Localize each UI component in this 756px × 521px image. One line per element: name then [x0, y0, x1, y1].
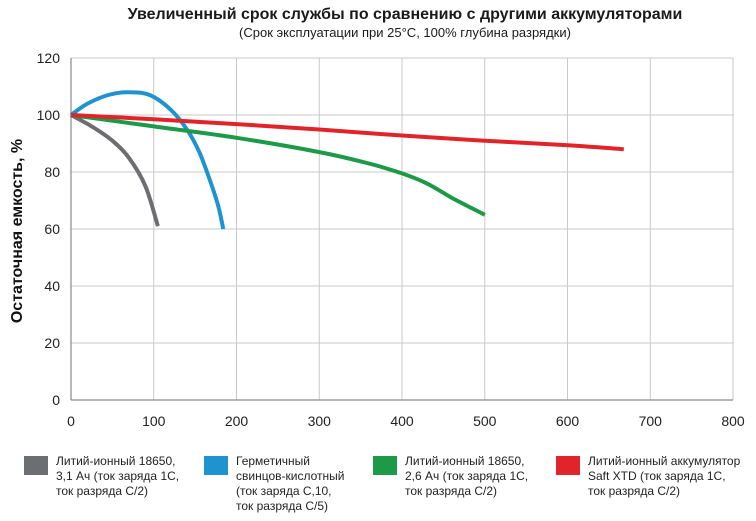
chart-area: 0 100 200 300 400 500 600 700 800 0 20 40 60 80 100 120…: [9, 50, 745, 429]
x-tick-label: 100: [142, 413, 166, 429]
y-tick-label: 100: [37, 107, 61, 123]
x-tick-label: 300: [308, 413, 332, 429]
legend-swatch: [373, 456, 397, 475]
x-tick-label: 0: [67, 413, 75, 429]
legend-item-4: Литий-ионный аккумулятор Saft XTD (ток з…: [556, 454, 740, 499]
x-tick-label: 600: [556, 413, 580, 429]
legend-item-1: Литий-ионный 18650, 3,1 Ач (ток заряда 1…: [24, 454, 179, 499]
chart-subtitle: (Срок эксплуатации при 25°C, 100% глубин…: [239, 25, 571, 40]
chart-title: Увеличенный срок службы по сравнению с д…: [127, 6, 683, 23]
legend-item-2: Герметичный свинцов-кислотный (ток заряд…: [204, 454, 344, 514]
series-line-1: [70, 113, 160, 227]
grid: [71, 57, 734, 400]
series-lines: [69, 90, 624, 230]
tick-labels: 0 100 200 300 400 500 600 700 800 0 20 40 60 80 100 120: [37, 50, 745, 429]
y-tick-label: 40: [44, 278, 60, 294]
legend-label: Литий-ионный 18650, 3,1 Ач (ток заряда 1…: [56, 454, 180, 498]
y-axis-label: Остаточная емкость, %: [9, 139, 26, 323]
legend-label: Литий-ионный аккумулятор Saft XTD (ток з…: [588, 454, 741, 498]
y-tick-label: 20: [44, 335, 60, 351]
y-tick-label: 0: [52, 392, 60, 408]
y-tick-label: 60: [44, 221, 60, 237]
x-tick-label: 200: [225, 413, 249, 429]
legend-label: Литий-ионный 18650, 2,6 Ач (ток заряда 1…: [405, 454, 529, 498]
legend-swatch: [24, 456, 48, 475]
series-line-2: [69, 90, 226, 230]
series-line-3: [70, 113, 486, 217]
legend-swatch: [556, 456, 580, 475]
x-tick-label: 400: [390, 413, 414, 429]
legend-item-3: Литий-ионный 18650, 2,6 Ач (ток заряда 1…: [373, 454, 528, 499]
x-tick-label: 800: [721, 413, 745, 429]
y-tick-label: 120: [37, 50, 61, 66]
legend-swatch: [204, 456, 228, 475]
y-tick-label: 80: [44, 164, 60, 180]
series-line-4: [70, 113, 624, 152]
x-tick-label: 700: [639, 413, 663, 429]
x-tick-label: 500: [473, 413, 497, 429]
legend-label: Герметичный свинцов-кислотный (ток заряд…: [236, 454, 345, 513]
